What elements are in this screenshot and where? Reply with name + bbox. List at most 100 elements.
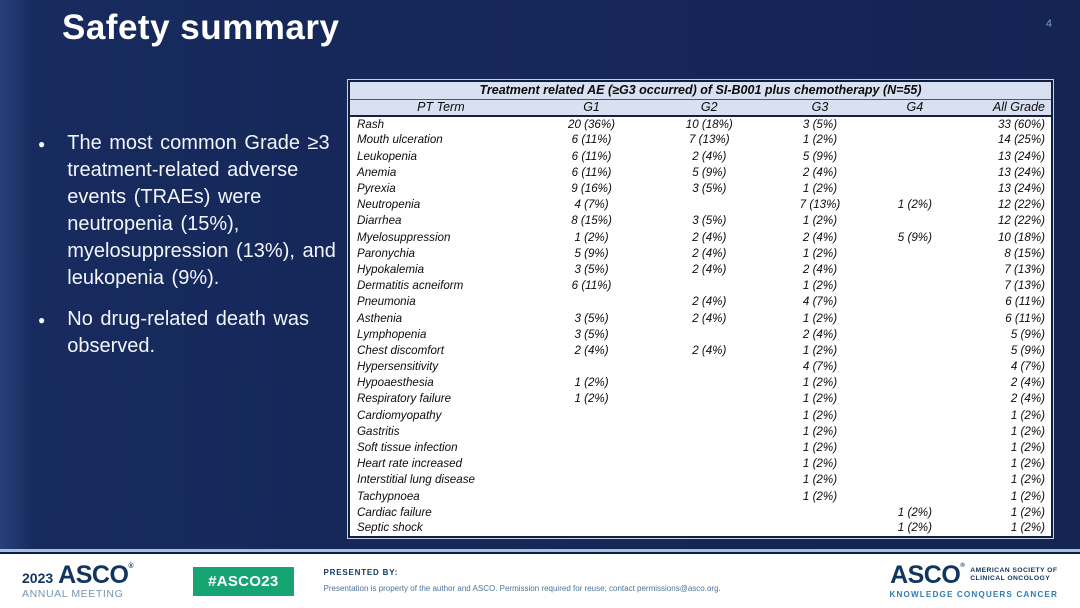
meeting-subtitle: ANNUAL MEETING — [22, 587, 124, 600]
ae-table: Treatment related AE (≥G3 occurred) of S… — [347, 79, 1054, 539]
value-cell: 13 (24%) — [997, 149, 1045, 163]
pt-term-cell: Asthenia — [357, 311, 403, 325]
value-cell: 1 (2%) — [897, 521, 932, 535]
value-cell — [767, 521, 872, 537]
value-cell: 6 (11%) — [571, 165, 612, 179]
table-row: Dermatitis acneiform 6 (11%) 1 (2%) 7 (13%) — [349, 278, 1052, 294]
value-cell — [532, 440, 652, 456]
table-title-row: Treatment related AE (≥G3 occurred) of S… — [349, 81, 1052, 100]
value-cell: 1 (2%) — [802, 473, 838, 487]
value-cell — [873, 294, 957, 310]
value-cell — [873, 343, 957, 359]
footer-divider-line-dark — [0, 552, 1080, 554]
value-cell — [651, 391, 767, 407]
asco-society-logo: ASCO® AMERICAN SOCIETY OF CLINICAL ONCOLO… — [889, 560, 1058, 599]
value-cell: 1 (2%) — [802, 182, 838, 196]
society-name: AMERICAN SOCIETY OF CLINICAL ONCOLOGY — [970, 566, 1058, 583]
pt-term-cell: Septic shock — [357, 521, 423, 535]
table-row: Soft tissue infection 1 (2%) 1 (2%) — [349, 440, 1052, 456]
value-cell: 20 (36%) — [568, 117, 616, 131]
table-header-row: PT Term G1 G2 G3 G4 All Grade — [349, 99, 1052, 117]
table-row: Pyrexia 9 (16%) 3 (5%) 1 (2%) 13 (24%) — [349, 181, 1052, 197]
value-cell: 1 (2%) — [802, 457, 838, 471]
pt-term-cell: Mouth ulceration — [357, 133, 443, 147]
value-cell — [651, 197, 767, 213]
bullet-item: ● No drug-related death was observed. — [32, 306, 338, 360]
value-cell: 14 (25%) — [997, 133, 1045, 147]
value-cell — [873, 391, 957, 407]
value-cell: 2 (4%) — [692, 295, 727, 309]
value-cell — [873, 213, 957, 229]
value-cell — [873, 407, 957, 423]
value-cell: 9 (16%) — [571, 182, 612, 196]
value-cell: 4 (7%) — [574, 198, 609, 212]
bullet-text: No drug-related death was observed. — [67, 308, 309, 357]
value-cell: 2 (4%) — [1010, 376, 1045, 390]
value-cell — [873, 488, 957, 504]
permission-disclaimer: Presentation is property of the author a… — [323, 584, 721, 593]
value-cell: 5 (9%) — [692, 165, 727, 179]
value-cell: 3 (5%) — [692, 214, 727, 228]
meeting-year: 2023 — [22, 569, 54, 586]
presented-by-label: PRESENTED BY: — [323, 568, 399, 577]
table-row: Rash 20 (36%) 10 (18%) 3 (5%) 33 (60%) — [349, 116, 1052, 132]
table-row: Mouth ulceration 6 (11%) 7 (13%) 1 (2%) 14 (… — [349, 132, 1052, 148]
value-cell: 1 (2%) — [802, 311, 838, 325]
value-cell — [873, 424, 957, 440]
presented-by-block: PRESENTED BY: Presentation is property o… — [324, 569, 721, 593]
pt-term-cell: Leukopenia — [357, 149, 417, 163]
value-cell — [873, 246, 957, 262]
bullet-list: ● The most common Grade ≥3 treatment-rela… — [32, 130, 338, 374]
table-row: Hypersensitivity 4 (7%) 4 (7%) — [349, 359, 1052, 375]
asco-wordmark: ASCO® — [890, 560, 965, 589]
value-cell: 1 (2%) — [802, 392, 838, 406]
pt-term-cell: Hypersensitivity — [357, 360, 439, 374]
value-cell: 1 (2%) — [1010, 473, 1045, 487]
table-body: Rash 20 (36%) 10 (18%) 3 (5%) 33 (60%) Mouth … — [349, 116, 1052, 537]
table-row: Diarrhea 8 (15%) 3 (5%) 1 (2%) 12 (22%) — [349, 213, 1052, 229]
table-row: Interstitial lung disease 1 (2%) 1 (2%) — [349, 472, 1052, 488]
value-cell: 2 (4%) — [692, 230, 727, 244]
value-cell: 1 (2%) — [574, 230, 609, 244]
value-cell: 13 (24%) — [997, 165, 1045, 179]
table-row: Asthenia 3 (5%) 2 (4%) 1 (2%) 6 (11%) — [349, 310, 1052, 326]
value-cell — [873, 278, 957, 294]
table-row: Lymphopenia 3 (5%) 2 (4%) 5 (9%) — [349, 326, 1052, 342]
value-cell: 2 (4%) — [692, 262, 727, 276]
value-cell: 2 (4%) — [802, 230, 838, 244]
pt-term-cell: Cardiac failure — [357, 505, 432, 519]
value-cell: 5 (9%) — [1010, 343, 1045, 357]
pt-term-cell: Gastritis — [357, 424, 400, 438]
value-cell: 1 (2%) — [802, 133, 838, 147]
value-cell — [651, 440, 767, 456]
table-row: Respiratory failure 1 (2%) 1 (2%) 2 (4%) — [349, 391, 1052, 407]
value-cell: 7 (13%) — [1004, 262, 1045, 276]
value-cell — [651, 407, 767, 423]
value-cell: 1 (2%) — [1010, 505, 1045, 519]
footer-divider-line — [0, 549, 1080, 552]
pt-term-cell: Hypoaesthesia — [357, 376, 434, 390]
bullet-item: ● The most common Grade ≥3 treatment-rela… — [32, 130, 338, 292]
value-cell: 4 (7%) — [1010, 360, 1045, 374]
value-cell: 1 (2%) — [1010, 441, 1045, 455]
value-cell: 3 (5%) — [574, 262, 609, 276]
value-cell: 1 (2%) — [802, 376, 838, 390]
table-row: Chest discomfort 2 (4%) 2 (4%) 1 (2%) 5 (9%) — [349, 343, 1052, 359]
column-header: G4 — [872, 99, 958, 117]
value-cell: 1 (2%) — [802, 424, 838, 438]
value-cell — [651, 424, 767, 440]
trademark-icon: ® — [128, 562, 134, 570]
value-cell — [532, 294, 652, 310]
table-row: Heart rate increased 1 (2%) 1 (2%) — [349, 456, 1052, 472]
pt-term-cell: Dermatitis acneiform — [357, 279, 464, 293]
pt-term-cell: Tachypnoea — [357, 489, 420, 503]
asco-wordmark: ASCO® — [58, 560, 134, 589]
value-cell: 6 (11%) — [1005, 311, 1045, 325]
value-cell — [532, 407, 652, 423]
value-cell: 8 (15%) — [571, 214, 612, 228]
value-cell: 7 (13%) — [799, 198, 841, 212]
pt-term-cell: Diarrhea — [357, 214, 402, 228]
value-cell: 2 (4%) — [692, 311, 727, 325]
footer: 2023 ASCO® ANNUAL MEETING #ASCO23 PRESEN… — [0, 554, 1080, 608]
